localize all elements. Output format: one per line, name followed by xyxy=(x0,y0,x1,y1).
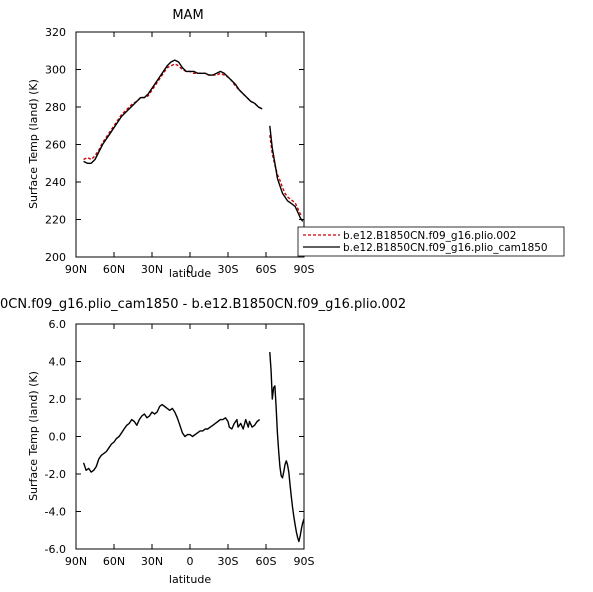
y-tick-label: 260 xyxy=(45,139,66,152)
y-tick-label: 6.0 xyxy=(49,318,67,331)
y-tick-label: -6.0 xyxy=(45,543,66,556)
top-chart-title: MAM xyxy=(172,8,203,23)
x-tick-label: 90N xyxy=(65,555,87,568)
y-tick-label: 2.0 xyxy=(49,393,67,406)
series-0-line-segment-1 xyxy=(269,135,304,217)
series-1-line-segment-0 xyxy=(83,59,263,164)
x-tick-label: 30S xyxy=(218,555,239,568)
top-chart: MAM 90N 60N 30N 0 30S 60S 90S 200 220 240 260 280 3… xyxy=(27,8,315,280)
x-tick-label: 60N xyxy=(103,555,125,568)
bottom-y-axis: -6.0 -4.0 -2.0 0.0 2.0 4.0 6.0 xyxy=(45,318,304,556)
x-tick-label: 60S xyxy=(256,263,277,276)
x-tick-label: 90S xyxy=(294,263,315,276)
x-tick-label: 90N xyxy=(65,263,87,276)
x-tick-label: 90S xyxy=(294,555,315,568)
series-0-line-segment-0 xyxy=(83,63,263,161)
y-tick-label: -2.0 xyxy=(45,468,66,481)
series-0-line-segment-1 xyxy=(269,352,305,543)
bottom-x-axis: 90N 60N 30N 0 30S 60S 90S xyxy=(65,324,315,568)
y-tick-label: 0.0 xyxy=(49,431,67,444)
legend: b.e12.B1850CN.f09_g16.plio.002 b.e12.B18… xyxy=(297,226,565,257)
y-tick-label: 300 xyxy=(45,64,66,77)
x-tick-label: 60S xyxy=(256,555,277,568)
top-y-axis-label: Surface Temp (land) (K) xyxy=(27,79,40,209)
y-tick-label: -4.0 xyxy=(45,506,66,519)
top-x-axis-label: latitude xyxy=(169,267,211,280)
y-tick-label: 200 xyxy=(45,251,66,264)
top-y-axis: 200 220 240 260 280 300 320 xyxy=(45,26,304,264)
y-tick-label: 220 xyxy=(45,214,66,227)
bottom-x-axis-label: latitude xyxy=(169,573,211,586)
legend-label-plio-cam1850: b.e12.B1850CN.f09_g16.plio_cam1850 xyxy=(343,242,548,254)
y-tick-label: 4.0 xyxy=(49,356,67,369)
x-tick-label: 0 xyxy=(187,263,194,276)
x-tick-label: 30N xyxy=(141,555,163,568)
y-tick-label: 280 xyxy=(45,101,66,114)
series-0-line-segment-0 xyxy=(82,403,261,473)
top-plot-frame xyxy=(75,31,305,258)
top-series-group xyxy=(83,59,304,222)
bottom-series-group xyxy=(82,352,305,543)
y-tick-label: 320 xyxy=(45,26,66,39)
y-tick-label: 240 xyxy=(45,176,66,189)
x-tick-label: 60N xyxy=(103,263,125,276)
legend-box xyxy=(297,226,565,257)
bottom-chart: 0CN.f09_g16.plio_cam1850 - b.e12.B1850CN… xyxy=(0,297,406,586)
bottom-chart-title: 0CN.f09_g16.plio_cam1850 - b.e12.B1850CN… xyxy=(0,297,406,312)
bottom-y-axis-label: Surface Temp (land) (K) xyxy=(27,371,40,501)
legend-label-plio-002: b.e12.B1850CN.f09_g16.plio.002 xyxy=(343,230,516,242)
series-1-line-segment-1 xyxy=(269,125,304,222)
top-x-axis: 90N 60N 30N 0 30S 60S 90S xyxy=(65,32,315,276)
x-tick-label: 0 xyxy=(187,555,194,568)
x-tick-label: 30S xyxy=(218,263,239,276)
x-tick-label: 30N xyxy=(141,263,163,276)
